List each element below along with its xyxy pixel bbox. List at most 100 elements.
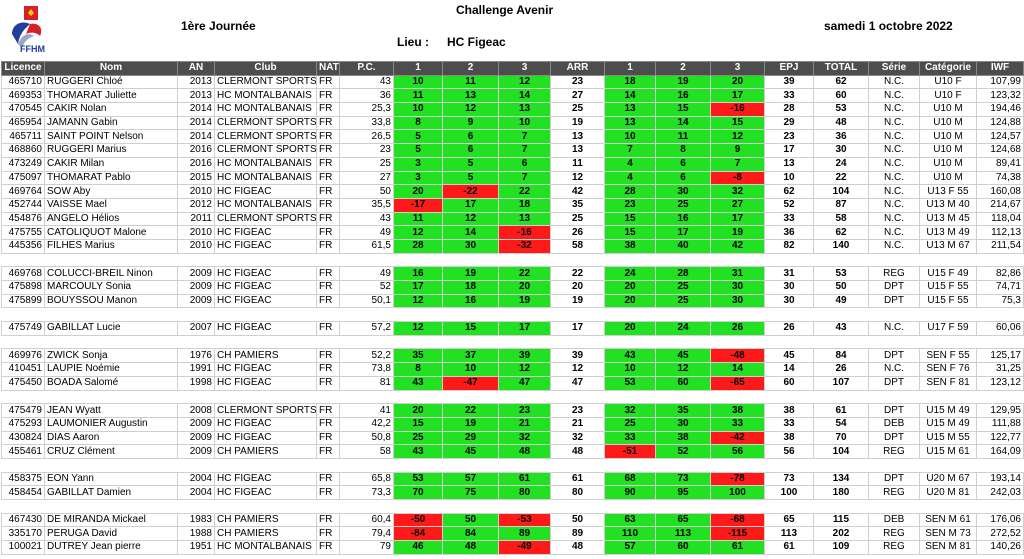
attempt-cell: 12 [393,225,443,240]
cell: N.C. [868,362,920,377]
attempt-cell: -68 [710,512,765,528]
cell: 36 [764,225,814,240]
cell: 2009 [177,280,215,295]
cell: 52,2 [339,348,394,364]
cell: DPT [868,375,920,391]
attempt-cell: -32 [498,238,551,254]
attempt-cell: -22 [442,184,499,199]
cell: 455461 [1,444,45,459]
spacer-row [1,499,1024,514]
attempt-cell: 47 [498,375,551,391]
attempt-cell: 8 [655,143,711,158]
attempt-cell: 18 [604,74,656,90]
cell: 100021 [1,540,45,555]
cell: 61 [550,471,605,487]
cell: 272,52 [976,526,1024,542]
cell: 22 [813,170,869,186]
attempt-cell: 52 [655,444,711,459]
attempt-cell: 6 [498,156,551,172]
attempt-cell: 7 [498,143,551,158]
attempt-cell: 20 [393,403,443,418]
cell: 58 [550,238,605,254]
cell: 50 [550,512,605,528]
attempt-cell: 37 [442,348,499,364]
empty-cell [442,499,499,514]
cell: 13 [550,129,605,145]
attempt-cell: 32 [498,430,551,446]
attempt-cell: -53 [498,512,551,528]
empty-cell [604,457,656,473]
spacer-row [1,252,1024,268]
cell: 2009 [177,444,215,459]
empty-cell [177,334,215,350]
title: Challenge Avenir [456,3,554,17]
cell: 29 [764,115,814,131]
cell: 2009 [177,416,215,432]
cell: 65,8 [339,471,394,487]
athlete-row: 458375 EON Yann 2004 HC FIGEAC FR 65,8 53 57 61 6… [1,471,1024,487]
attempt-cell: 9 [710,143,765,158]
cell: 52 [339,280,394,295]
cell: DE MIRANDA Mickael [44,512,178,528]
cell: 469976 [1,348,45,364]
cell: 445356 [1,238,45,254]
table-body: 465710 RUGGERI Chloé 2013 CLERMONT SPORTS FR… [1,74,1024,555]
cell: DUTREY Jean pierre [44,540,178,555]
cell: 335170 [1,526,45,542]
cell: 2013 [177,74,215,90]
column-header: Club [214,61,317,76]
empty-cell [868,307,920,323]
column-header: Catégorie [919,61,977,76]
attempt-cell: -78 [710,471,765,487]
cell: 2004 [177,471,215,487]
cell: 100 [764,485,814,500]
column-header: AN [177,61,215,76]
empty-cell [976,457,1024,473]
attempt-cell: 28 [604,184,656,199]
attempt-cell: 14 [604,88,656,104]
empty-cell [498,499,551,514]
cell: 475293 [1,416,45,432]
attempt-cell: 30 [655,416,711,432]
cell: 27 [339,170,394,186]
cell: HC MONTALBANAIS [214,170,317,186]
empty-cell [1,307,45,323]
cell: 25 [550,102,605,117]
empty-cell [393,334,443,350]
cell: SEN F 81 [919,375,977,391]
cell: N.C. [868,184,920,199]
attempt-cell: 30 [710,280,765,295]
athlete-row: 335170 PERUGA David 1988 CH PAMIERS FR 79,4 -8… [1,526,1024,542]
athlete-row: 458454 GABILLAT Damien 2004 HC FIGEAC FR 73,3… [1,485,1024,500]
cell: 125,17 [976,348,1024,364]
cell: 2010 [177,225,215,240]
cell: SEN M 61 [919,512,977,528]
empty-cell [868,252,920,268]
column-header: TOTAL [813,61,869,76]
cell: 14 [764,362,814,377]
athlete-row: 467430 DE MIRANDA Mickael 1983 CH PAMIERS FR… [1,512,1024,528]
empty-cell [764,499,814,514]
column-header: IWF [976,61,1024,76]
cell: 53 [813,266,869,281]
attempt-cell: 42 [710,238,765,254]
attempt-cell: 11 [442,74,499,90]
empty-cell [919,307,977,323]
cell: 39 [764,74,814,90]
empty-cell [550,252,605,268]
empty-cell [604,499,656,514]
cell: FR [316,430,340,446]
cell: 58 [813,211,869,227]
cell: CH PAMIERS [214,444,317,459]
empty-cell [764,389,814,405]
empty-cell [710,457,765,473]
cell: SOW Aby [44,184,178,199]
empty-cell [316,252,340,268]
attempt-cell: 13 [498,211,551,227]
attempt-cell: 40 [655,238,711,254]
cell: FR [316,293,340,309]
cell: SAINT POINT Nelson [44,129,178,145]
cell: EON Yann [44,471,178,487]
attempt-cell: 5 [393,129,443,145]
cell: MARCOULY Sonia [44,280,178,295]
